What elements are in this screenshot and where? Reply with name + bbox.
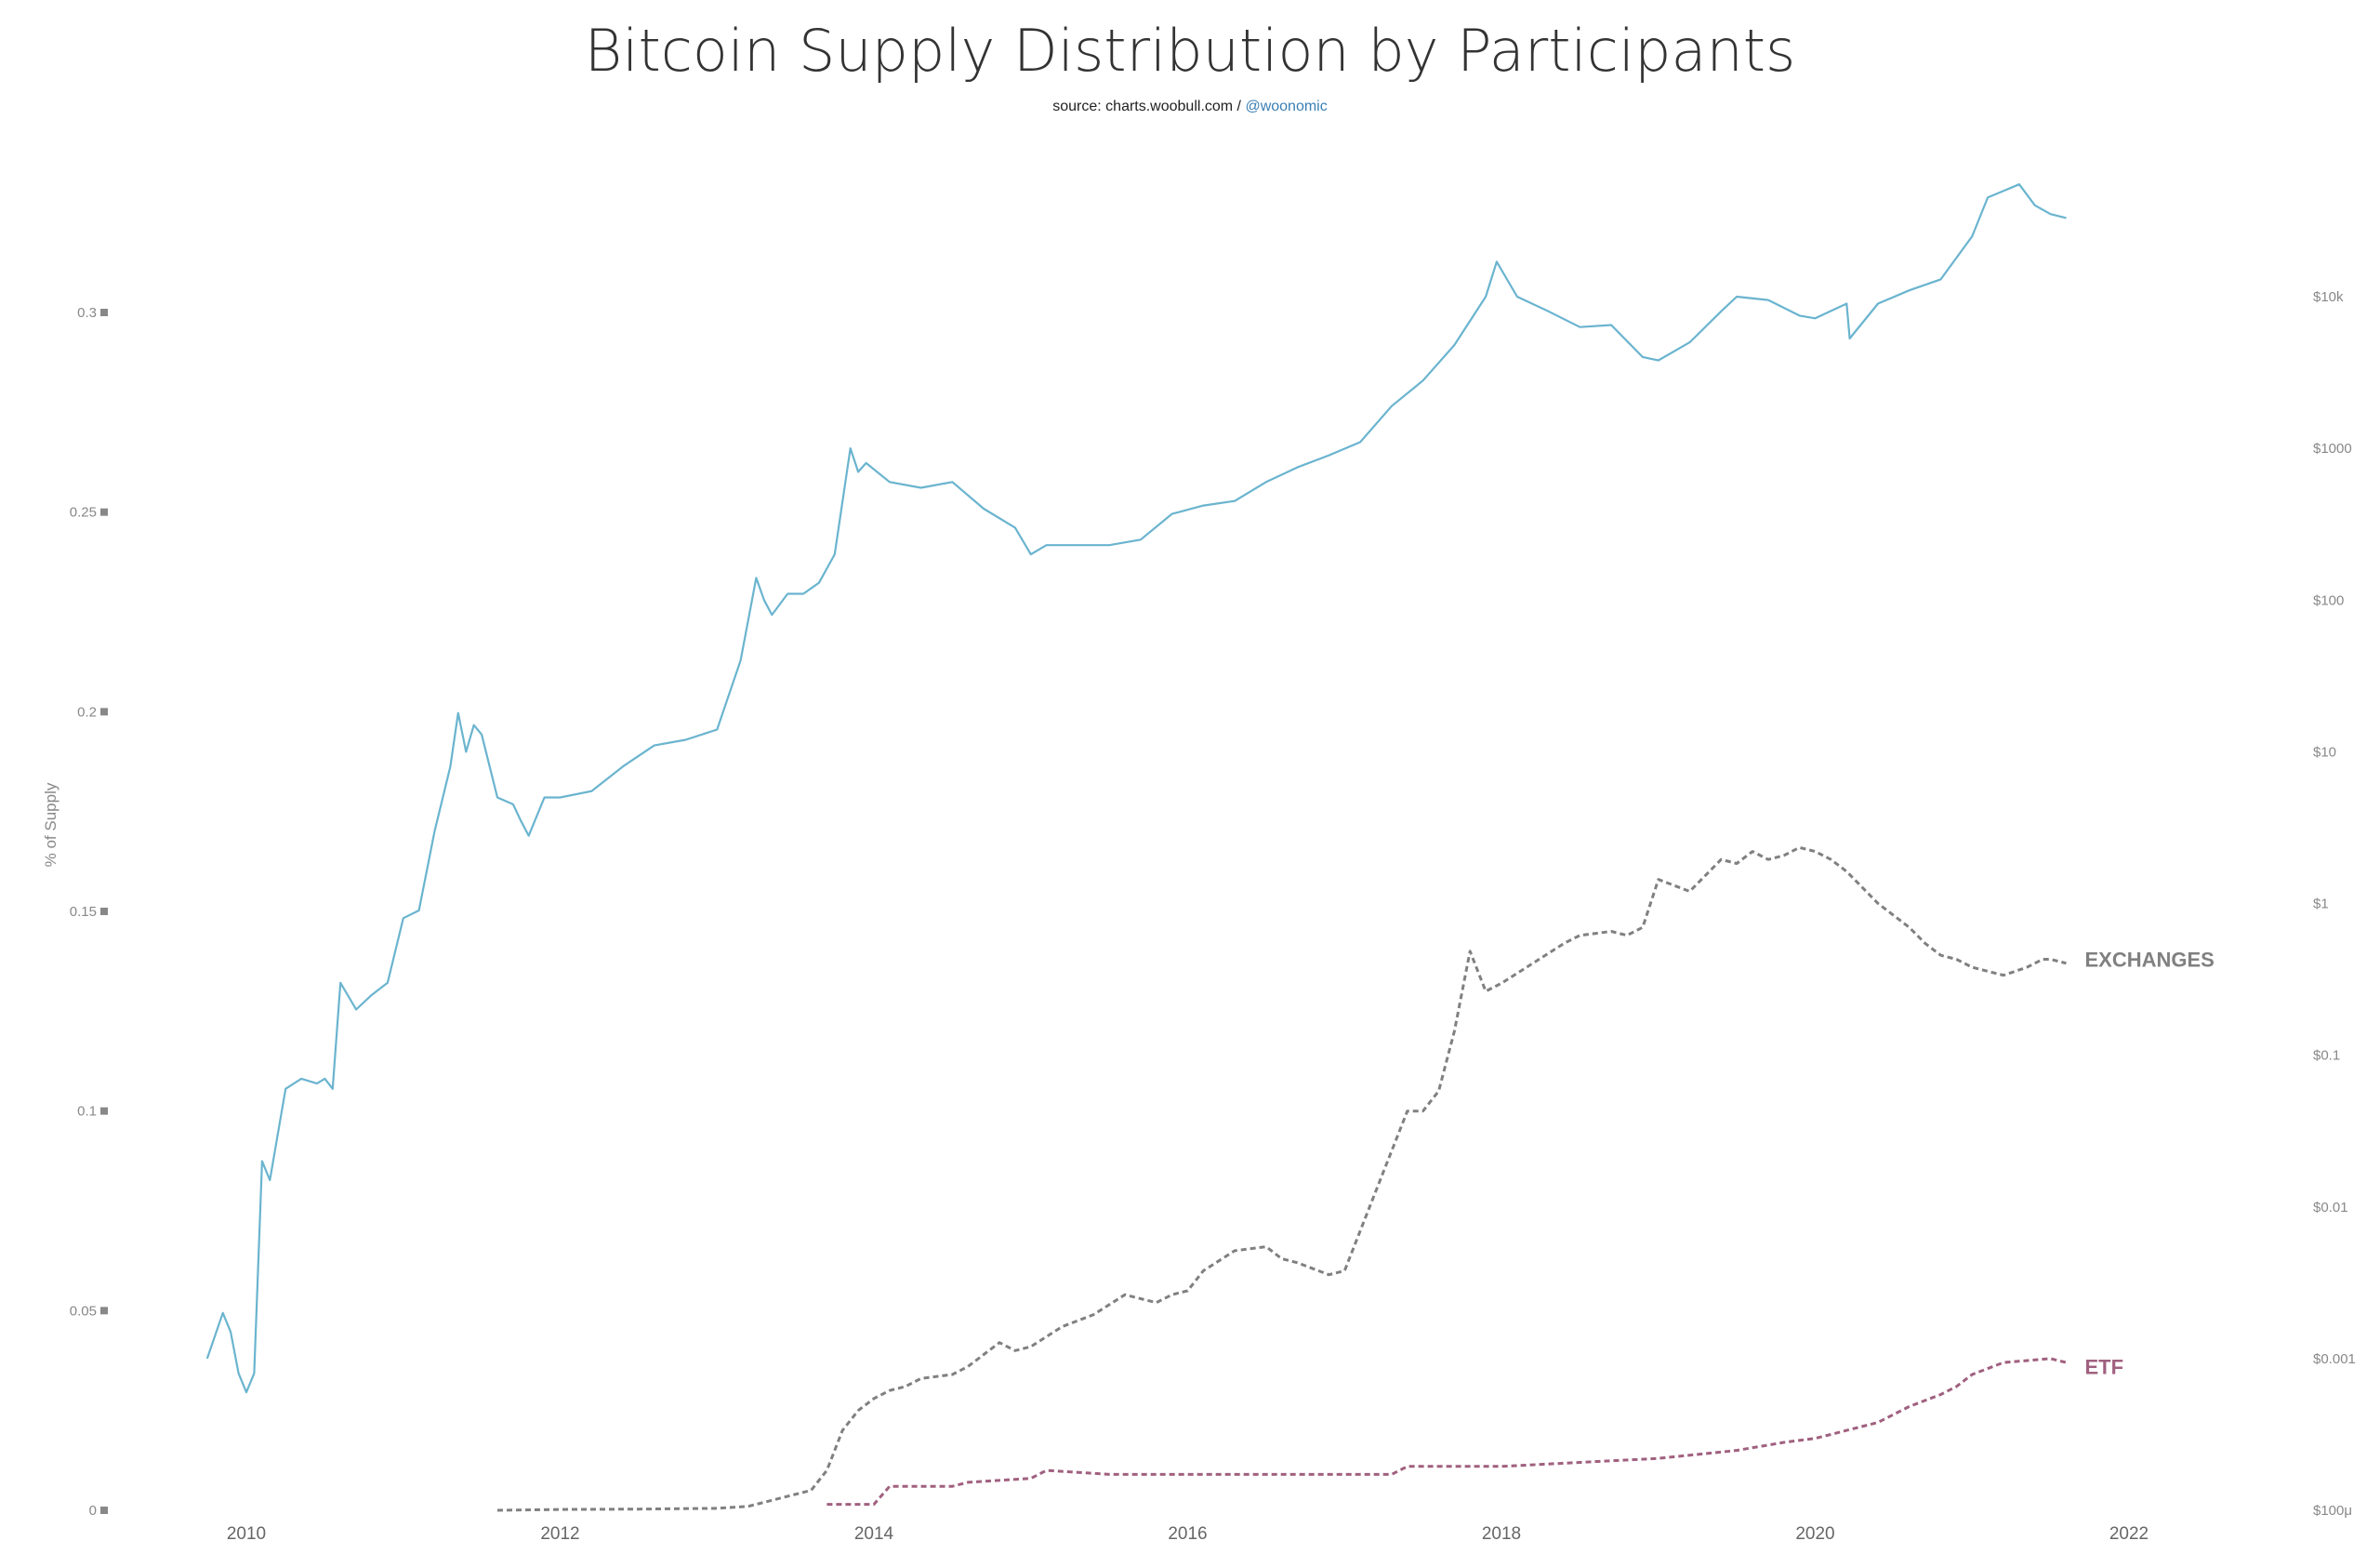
series-line-price [205, 183, 2067, 1394]
x-tick-label: 2020 [1795, 1524, 1834, 1544]
plot-area: EXCHANGES ETF [205, 183, 2215, 1512]
y-right-tick-label: $100 [2313, 592, 2344, 608]
y-tick-label: 0.3 [77, 305, 97, 321]
series-line-exchanges [496, 845, 2067, 1512]
y-tick-label: 0.25 [70, 505, 97, 521]
y-right-tick-label: $1000 [2313, 441, 2352, 457]
chart-title: Bitcoin Supply Distribution by Participa… [584, 17, 1796, 85]
y-right-tick-label: $1 [2313, 897, 2329, 912]
series-label-exchanges: EXCHANGES [2085, 949, 2215, 972]
y-right-tick-label: $10 [2313, 744, 2336, 760]
y-tick-mark [100, 908, 108, 915]
y-tick-label: 0.15 [70, 904, 97, 920]
y-right-tick-label: $0.001 [2313, 1351, 2356, 1367]
x-tick-label: 2014 [854, 1524, 894, 1544]
y-tick-mark [100, 1107, 108, 1115]
y-tick-mark [100, 508, 108, 516]
y-tick-mark [100, 309, 108, 316]
y-right-tick-label: $0.01 [2313, 1200, 2348, 1215]
x-tick-label: 2022 [2109, 1524, 2149, 1544]
series-line-etf [826, 1357, 2067, 1507]
y-tick-label: 0.2 [77, 704, 97, 720]
y-right-tick-label: $10k [2313, 289, 2344, 305]
y-tick-mark [100, 1307, 108, 1315]
right-axis: $100μ $0.001 $0.01 $0.1 $1 $10 $100 $1000 $10k [2313, 289, 2356, 1519]
y-tick-label: 0 [89, 1503, 97, 1519]
chart-source: source: charts.woobull.com / @woonomic [0, 99, 2380, 115]
left-axis: 0 0.05 0.1 0.15 0.2 0.25 0.3 [70, 305, 108, 1519]
y-tick-mark [100, 708, 108, 716]
series-label-etf: ETF [2085, 1355, 2124, 1378]
y-right-tick-label: $0.1 [2313, 1048, 2340, 1064]
x-tick-label: 2012 [540, 1524, 579, 1544]
x-tick-label: 2016 [1168, 1524, 1207, 1544]
y-right-tick-label: $100μ [2313, 1503, 2352, 1519]
y-tick-label: 0.1 [77, 1104, 97, 1120]
source-handle-link[interactable]: @woonomic [1245, 99, 1328, 114]
y-tick-mark [100, 1507, 108, 1514]
x-axis: 2010 2012 2014 2016 2018 2020 2022 [227, 1524, 2149, 1544]
x-tick-label: 2010 [227, 1524, 266, 1544]
x-tick-label: 2018 [1482, 1524, 1521, 1544]
source-prefix: source: charts.woobull.com / [1052, 99, 1246, 114]
y-axis-title: % of Supply [42, 782, 60, 867]
y-tick-label: 0.05 [70, 1303, 97, 1319]
